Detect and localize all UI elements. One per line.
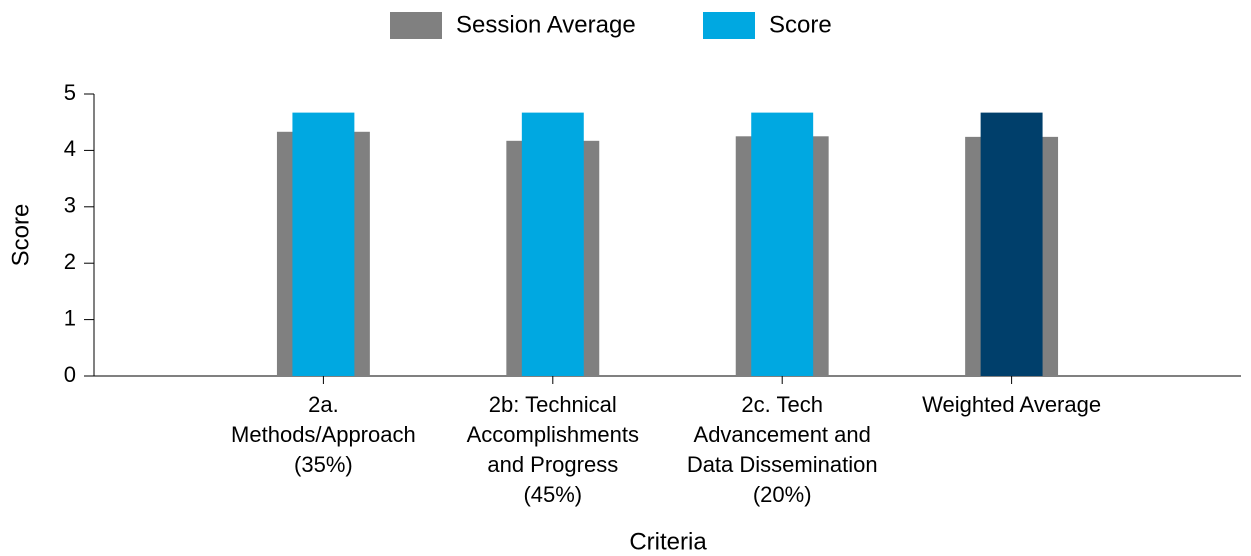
x-tick-label: Weighted Average (922, 392, 1102, 417)
x-tick-label: 2b: Technical Accomplishments and Progre… (466, 392, 639, 507)
legend-label: Session Average (456, 11, 636, 38)
y-tick-label: 4 (64, 136, 76, 161)
x-axis-label: Criteria (629, 528, 707, 555)
bar (521, 112, 584, 376)
legend-label: Score (769, 11, 832, 38)
y-axis-label: Score (7, 204, 34, 267)
y-tick-label: 0 (64, 362, 76, 387)
bar (751, 112, 814, 376)
bar (292, 112, 355, 376)
x-tick-label: 2a. Methods/Approach (35%) (231, 392, 416, 477)
y-tick-label: 2 (64, 249, 76, 274)
bar (980, 112, 1043, 376)
y-tick-label: 1 (64, 305, 76, 330)
legend-swatch (703, 12, 755, 39)
legend-swatch (390, 12, 442, 39)
y-tick-label: 5 (64, 80, 76, 105)
y-tick-label: 3 (64, 193, 76, 218)
x-tick-label: 2c. Tech Advancement and Data Disseminat… (686, 392, 878, 507)
